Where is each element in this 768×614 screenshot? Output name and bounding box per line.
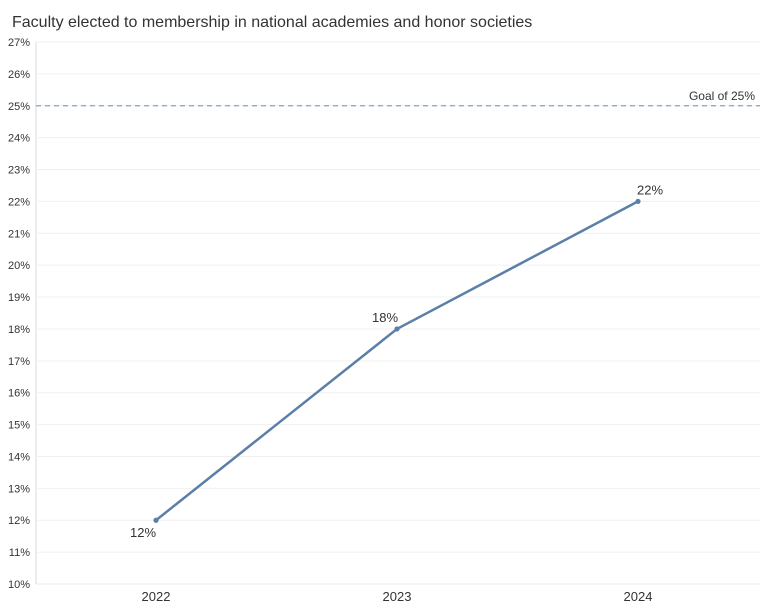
data-label: 18% xyxy=(372,310,398,325)
chart-title: Faculty elected to membership in nationa… xyxy=(12,14,533,31)
y-tick-label: 14% xyxy=(8,451,30,463)
data-labels: 12% 18% 22% xyxy=(130,182,663,540)
y-tick-label: 23% xyxy=(8,165,30,177)
data-point[interactable] xyxy=(394,326,400,332)
y-tick-label: 17% xyxy=(8,356,30,368)
y-tick-label: 24% xyxy=(8,133,30,145)
x-tick-label: 2022 xyxy=(142,589,171,604)
y-tick-label: 19% xyxy=(8,292,30,304)
data-label: 12% xyxy=(130,525,156,540)
y-tick-label: 22% xyxy=(8,196,30,208)
series-line-group xyxy=(153,198,641,523)
goal-reference: Goal of 25% xyxy=(36,89,760,107)
data-point[interactable] xyxy=(635,198,641,205)
y-tick-label: 12% xyxy=(8,515,30,527)
x-axis-ticks: 2022 2023 2024 xyxy=(142,589,653,604)
y-tick-label: 25% xyxy=(8,101,30,113)
y-tick-label: 15% xyxy=(8,420,30,432)
y-tick-label: 21% xyxy=(8,228,30,240)
y-tick-label: 18% xyxy=(8,324,30,336)
y-axis-ticks: 10% 11% 12% 13% 14% 15% 16% 17% 18% 19% 20% 21% 22% 2… xyxy=(8,37,30,591)
x-tick-label: 2024 xyxy=(624,589,653,604)
y-tick-label: 13% xyxy=(8,483,30,495)
y-tick-label: 26% xyxy=(8,69,30,81)
data-point[interactable] xyxy=(153,517,159,523)
y-tick-label: 27% xyxy=(8,37,30,49)
y-tick-label: 16% xyxy=(8,388,30,400)
goal-label: Goal of 25% xyxy=(689,89,755,103)
x-tick-label: 2023 xyxy=(383,589,412,604)
y-tick-label: 20% xyxy=(8,260,30,272)
y-tick-label: 10% xyxy=(8,579,30,591)
data-label: 22% xyxy=(637,182,663,197)
y-tick-label: 11% xyxy=(9,547,30,559)
